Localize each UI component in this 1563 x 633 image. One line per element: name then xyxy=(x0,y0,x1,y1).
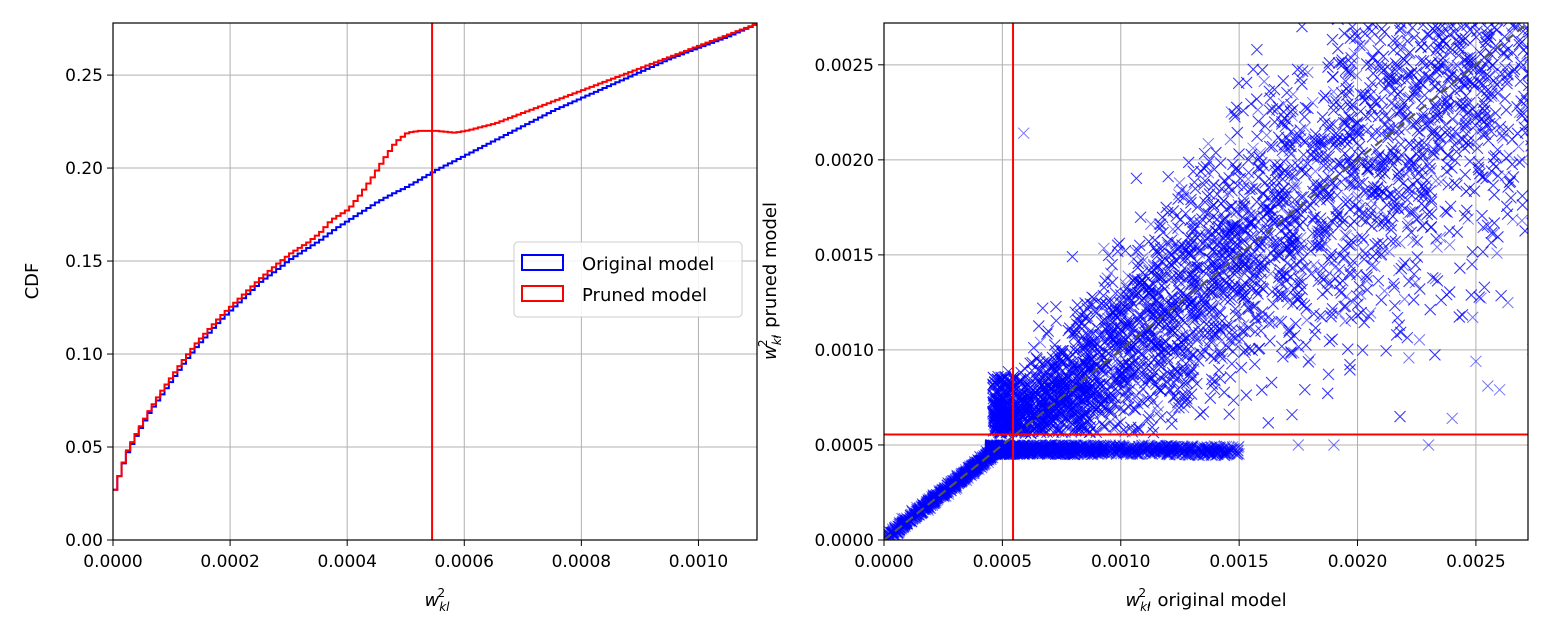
scatter-point xyxy=(1259,76,1270,87)
scatter-point xyxy=(1393,11,1404,22)
scatter-point xyxy=(1413,12,1424,23)
scatter-point xyxy=(1494,76,1505,87)
scatter-point xyxy=(1527,33,1538,44)
cdf-y-tick-label: 0.10 xyxy=(65,345,103,365)
cdf-x-tick-label: 0.0006 xyxy=(435,552,494,572)
legend: Original model Pruned model xyxy=(514,242,742,317)
cdf-chart: 0.0000 0.0002 0.0004 0.0006 0.0008 0.0010 0.0… xyxy=(22,23,757,614)
cdf-y-ticks: 0.00 0.05 0.10 0.15 0.20 0.25 xyxy=(65,66,113,551)
cdf-x-tick-label: 0.0000 xyxy=(83,552,142,572)
scatter-point xyxy=(1530,155,1541,166)
scatter-point xyxy=(1486,13,1497,24)
scatter-point xyxy=(1252,104,1263,115)
scatter-point xyxy=(1102,273,1113,284)
scatter-point xyxy=(1476,10,1487,21)
scatter-point xyxy=(1444,239,1455,250)
scatter-point xyxy=(1527,344,1538,355)
scatter-point xyxy=(1439,12,1450,23)
scatter-point xyxy=(1529,34,1540,45)
cdf-y-axis-label: CDF xyxy=(22,263,43,300)
scatter-point xyxy=(1098,243,1109,254)
cdf-y-tick-label: 0.15 xyxy=(65,252,103,272)
scatter-point xyxy=(1530,85,1541,96)
scatter-point xyxy=(1492,248,1503,259)
legend-label-original: Original model xyxy=(582,254,714,275)
scatter-point xyxy=(1496,11,1507,22)
cdf-x-tick-label: 0.0002 xyxy=(200,552,259,572)
cdf-x-tick-label: 0.0004 xyxy=(317,552,376,572)
cdf-x-axis-label: wkl2 xyxy=(424,586,450,614)
cdf-y-tick-label: 0.20 xyxy=(65,159,103,179)
legend-label-pruned: Pruned model xyxy=(582,285,707,306)
scatter-point xyxy=(1460,13,1471,24)
cdf-x-tick-label: 0.0010 xyxy=(669,552,728,572)
scatter-point xyxy=(1347,10,1358,21)
scatter-point xyxy=(1440,12,1451,23)
cdf-x-tick-label: 0.0008 xyxy=(552,552,611,572)
cdf-y-tick-label: 0.00 xyxy=(65,531,103,551)
cdf-y-tick-label: 0.25 xyxy=(65,66,103,86)
scatter-point xyxy=(1530,26,1541,37)
cdf-y-tick-label: 0.05 xyxy=(65,438,103,458)
cdf-x-ticks: 0.0000 0.0002 0.0004 0.0006 0.0008 0.0010 xyxy=(83,540,728,572)
scatter-point xyxy=(1528,219,1539,230)
scatter-point xyxy=(1529,78,1540,89)
scatter-point xyxy=(1530,130,1541,141)
